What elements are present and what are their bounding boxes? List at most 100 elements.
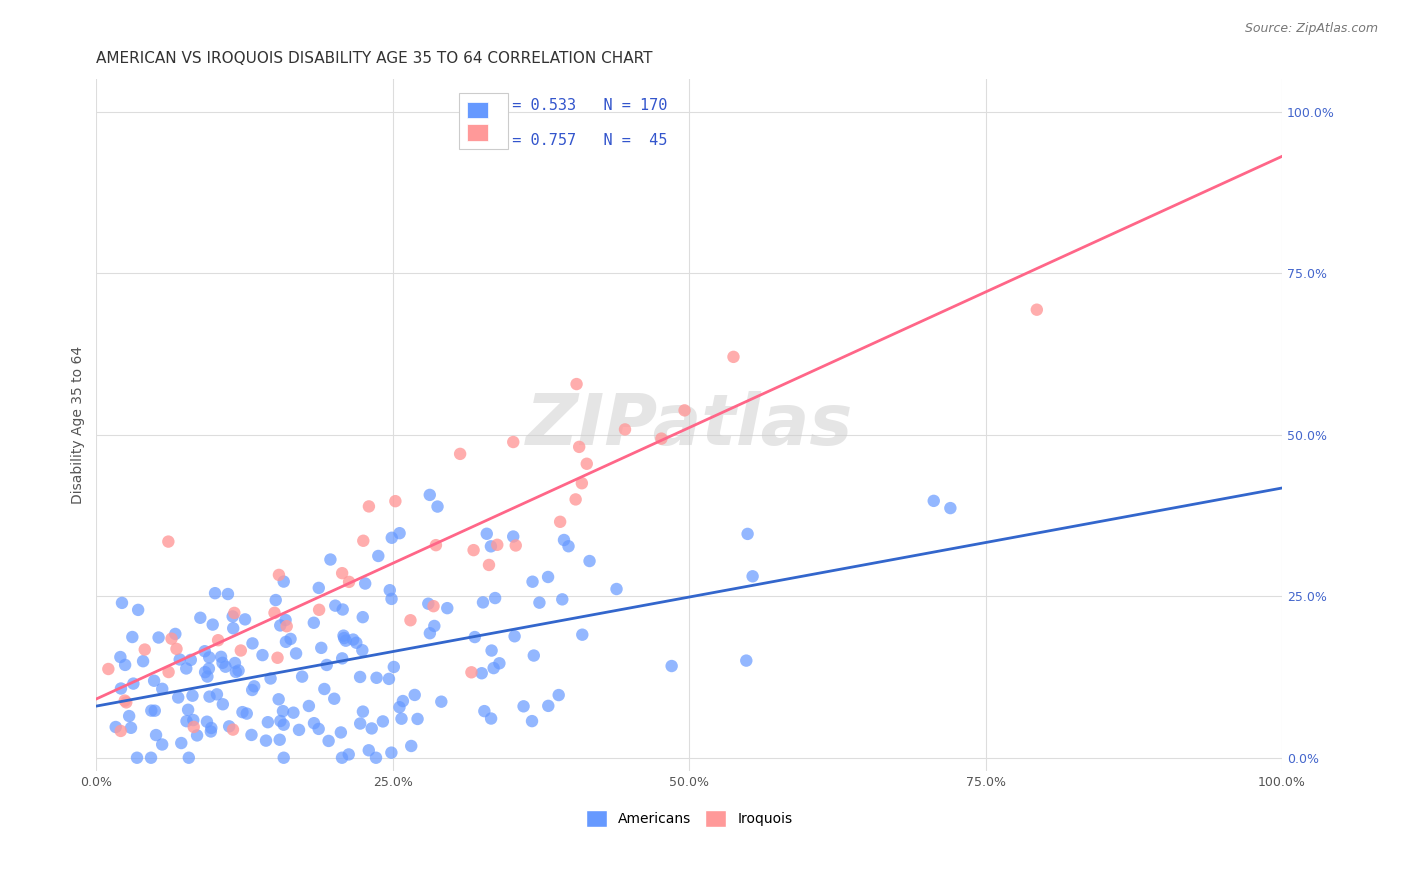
Americans — [197, 669, 219, 683]
Americans — [423, 619, 446, 633]
Americans — [391, 712, 413, 726]
Americans — [302, 716, 325, 731]
Americans — [217, 587, 239, 601]
Americans — [252, 648, 274, 662]
Americans — [110, 681, 132, 696]
Americans — [273, 717, 295, 731]
Americans — [352, 610, 374, 624]
Iroquois — [110, 723, 132, 738]
Americans — [150, 681, 173, 696]
Americans — [181, 713, 204, 727]
Americans — [132, 654, 155, 668]
Text: R = 0.757   N =  45: R = 0.757 N = 45 — [494, 133, 666, 148]
Americans — [366, 671, 388, 685]
Americans — [314, 681, 336, 696]
Americans — [148, 631, 170, 645]
Americans — [254, 733, 277, 747]
Americans — [122, 676, 145, 690]
Iroquois — [384, 494, 406, 508]
Iroquois — [650, 432, 672, 446]
Americans — [606, 582, 628, 596]
Americans — [388, 700, 411, 714]
Americans — [352, 643, 374, 657]
Americans — [143, 704, 166, 718]
Iroquois — [565, 377, 588, 392]
Americans — [381, 531, 404, 545]
Americans — [264, 593, 287, 607]
Americans — [302, 615, 325, 630]
Americans — [330, 750, 353, 764]
Americans — [481, 643, 503, 657]
Americans — [145, 728, 167, 742]
Americans — [488, 657, 510, 671]
Americans — [218, 719, 240, 733]
Iroquois — [224, 606, 246, 620]
Americans — [382, 660, 405, 674]
Americans — [194, 644, 217, 658]
Americans — [419, 488, 441, 502]
Americans — [332, 602, 354, 616]
Americans — [121, 630, 143, 644]
Americans — [141, 704, 163, 718]
Americans — [201, 617, 224, 632]
Americans — [200, 724, 222, 739]
Americans — [737, 527, 759, 541]
Americans — [228, 664, 250, 678]
Iroquois — [422, 599, 444, 614]
Iroquois — [463, 543, 485, 558]
Text: ZIPatlas: ZIPatlas — [526, 391, 853, 459]
Americans — [537, 698, 560, 713]
Americans — [169, 652, 191, 666]
Americans — [464, 630, 486, 644]
Americans — [298, 698, 321, 713]
Americans — [323, 599, 346, 613]
Americans — [418, 597, 440, 611]
Iroquois — [425, 538, 447, 552]
Americans — [274, 613, 297, 627]
Americans — [367, 549, 389, 563]
Americans — [378, 583, 401, 598]
Iroquois — [548, 515, 571, 529]
Americans — [354, 576, 377, 591]
Iroquois — [502, 435, 524, 450]
Americans — [204, 586, 226, 600]
Americans — [139, 750, 162, 764]
Americans — [337, 747, 360, 762]
Americans — [273, 750, 295, 764]
Americans — [472, 595, 495, 609]
Iroquois — [157, 665, 180, 679]
Americans — [240, 683, 263, 698]
Americans — [274, 635, 297, 649]
Americans — [318, 734, 340, 748]
Americans — [257, 715, 280, 730]
Americans — [120, 721, 142, 735]
Americans — [198, 650, 221, 665]
Americans — [342, 632, 364, 647]
Americans — [177, 750, 200, 764]
Americans — [503, 629, 526, 643]
Iroquois — [614, 422, 637, 436]
Americans — [194, 665, 217, 679]
Americans — [335, 633, 357, 648]
Iroquois — [460, 665, 482, 680]
Text: Source: ZipAtlas.com: Source: ZipAtlas.com — [1244, 22, 1378, 36]
Americans — [406, 712, 429, 726]
Americans — [329, 725, 352, 739]
Americans — [330, 651, 353, 665]
Iroquois — [575, 457, 598, 471]
Americans — [211, 698, 233, 712]
Iroquois — [357, 500, 380, 514]
Americans — [143, 673, 166, 688]
Americans — [280, 632, 302, 646]
Americans — [404, 688, 426, 702]
Americans — [512, 699, 534, 714]
Americans — [922, 494, 945, 508]
Iroquois — [229, 643, 252, 657]
Americans — [176, 714, 198, 728]
Americans — [380, 591, 402, 606]
Iroquois — [352, 533, 374, 548]
Americans — [547, 688, 569, 702]
Americans — [170, 736, 193, 750]
Americans — [308, 722, 330, 736]
Americans — [380, 746, 402, 760]
